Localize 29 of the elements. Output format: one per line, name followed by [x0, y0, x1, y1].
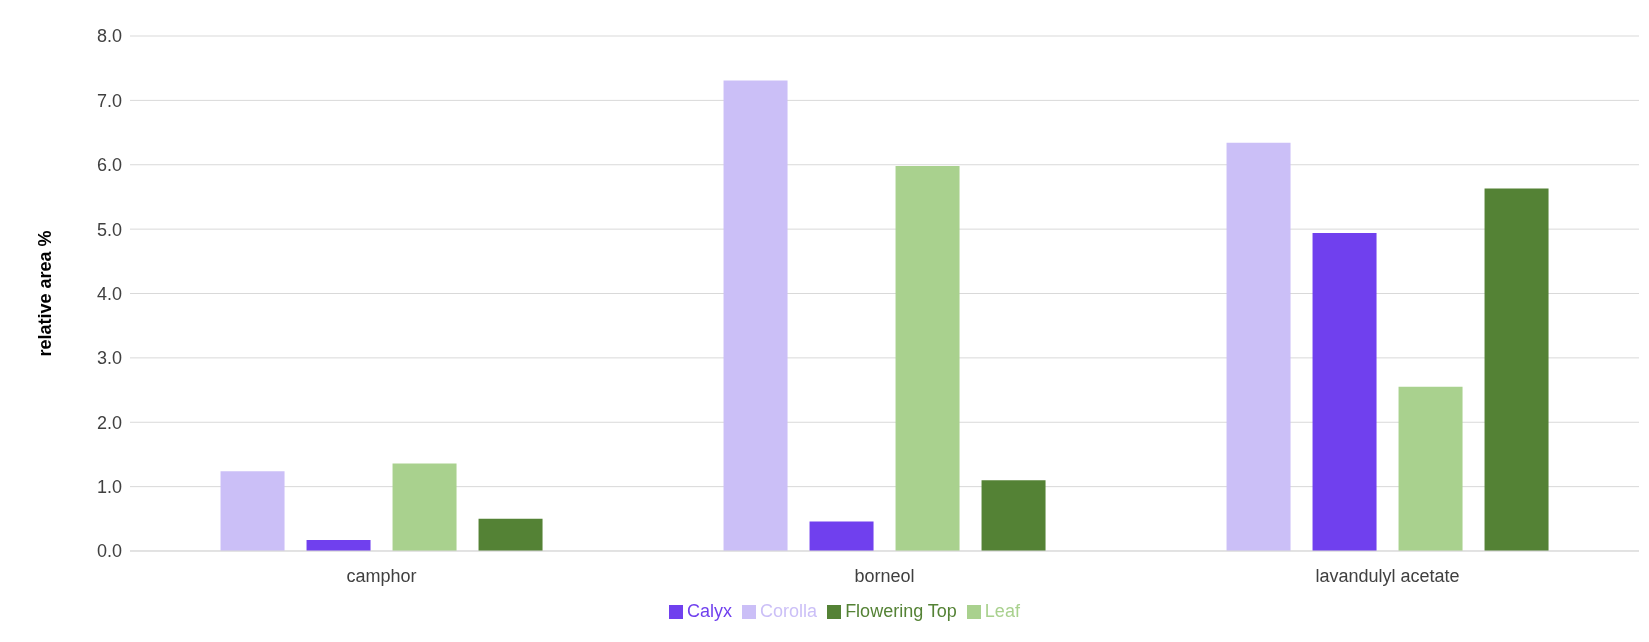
x-tick-label: lavandulyl acetate: [1315, 565, 1460, 586]
y-axis-title: relative area %: [35, 230, 56, 357]
bar: [478, 518, 543, 551]
legend-label: Calyx: [687, 601, 733, 621]
bar: [392, 463, 457, 551]
bar: [1398, 386, 1463, 551]
bar: [895, 166, 960, 551]
bar: [220, 471, 285, 551]
y-tick-label: 0.0: [96, 541, 122, 562]
x-tick-label: borneol: [854, 565, 915, 586]
y-tick-label: 5.0: [96, 219, 122, 240]
bar: [809, 521, 874, 551]
y-tick-label: 3.0: [96, 348, 122, 369]
y-tick-label: 4.0: [96, 283, 122, 304]
bar: [306, 540, 371, 551]
bar: [1484, 188, 1549, 551]
legend-label: Leaf: [984, 601, 1020, 621]
y-tick-label: 7.0: [96, 90, 122, 111]
bar: [1312, 232, 1377, 551]
y-tick-label: 2.0: [96, 412, 122, 433]
legend-label: Flowering Top: [845, 601, 957, 621]
y-tick-label: 6.0: [96, 155, 122, 176]
bar: [1226, 142, 1291, 551]
y-tick-label: 8.0: [96, 26, 122, 47]
y-tick-label: 1.0: [96, 477, 122, 498]
legend-label: Corolla: [760, 601, 818, 621]
bar: [723, 80, 788, 551]
bar: [981, 480, 1046, 551]
x-tick-label: camphor: [346, 565, 417, 586]
